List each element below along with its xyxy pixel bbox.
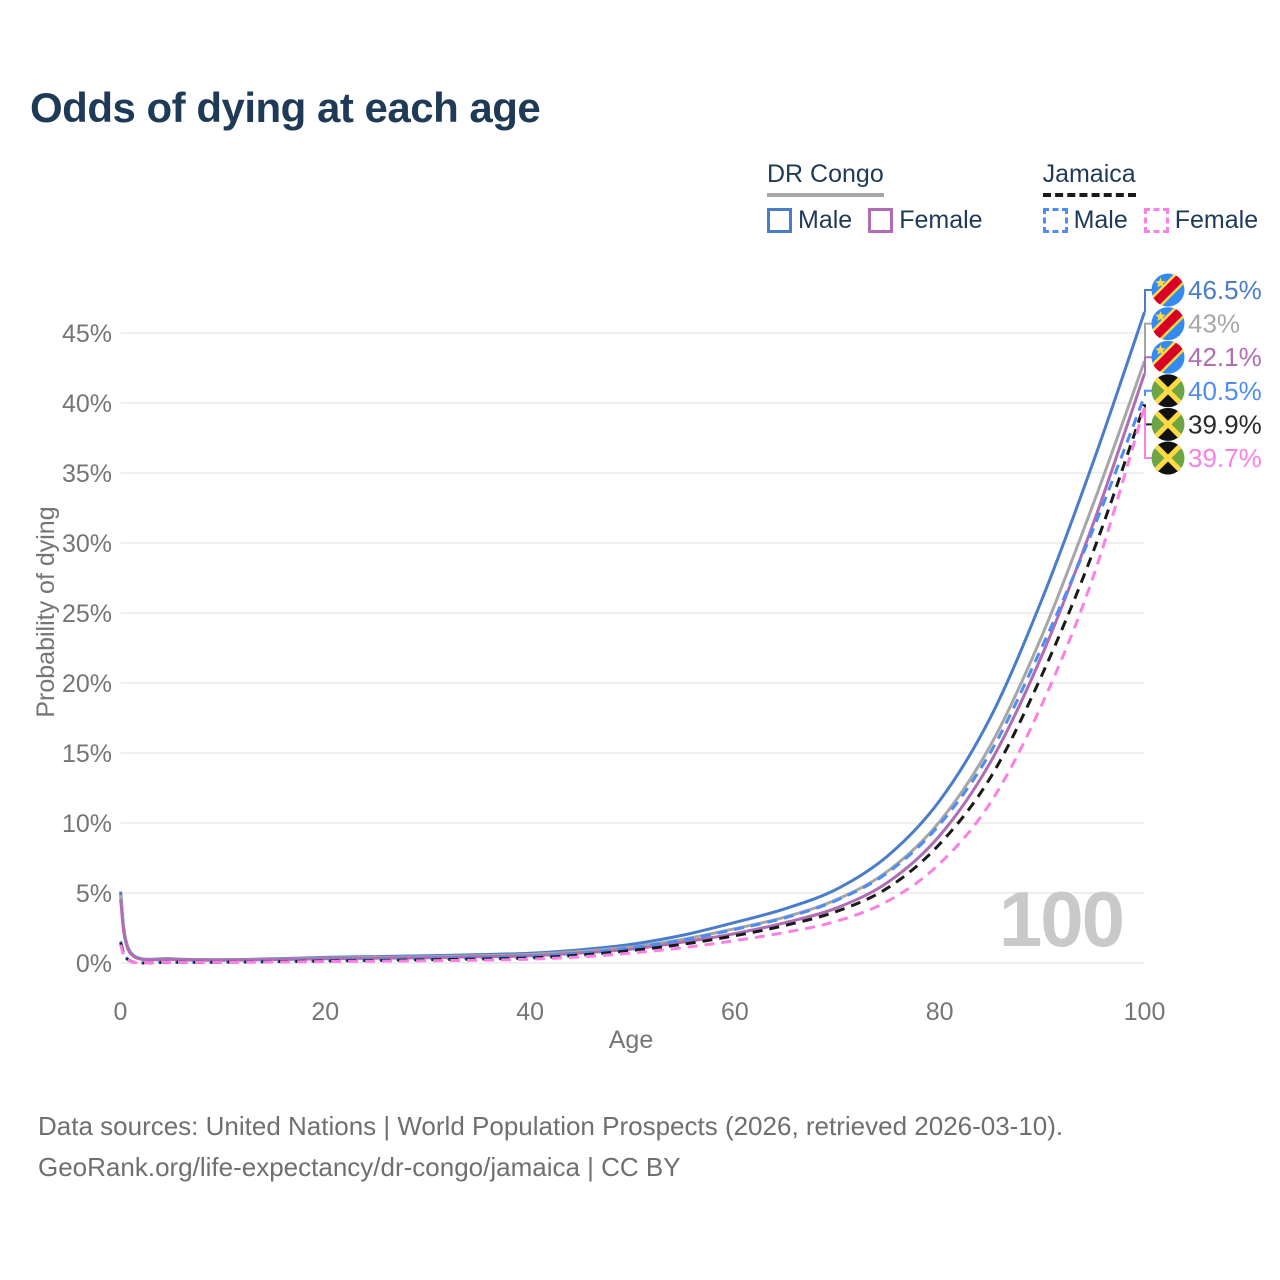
- dr-congo-flag-icon: [1151, 307, 1185, 341]
- series-end-labels: 46.5% 43%42.1% 40.5%39.9% 39.7%: [1144, 273, 1262, 475]
- legend-item-jamaica-male[interactable]: Male: [1042, 206, 1128, 235]
- series-line-dr-congo-female[interactable]: [119, 373, 1146, 962]
- dr-congo-flag-icon: [1151, 340, 1185, 374]
- x-tick-label: 20: [311, 998, 339, 1026]
- end-label-leader-dr-congo-both: [1144, 322, 1152, 361]
- end-label-leader-jamaica-both: [1144, 404, 1152, 426]
- age-watermark: 100: [999, 875, 1125, 963]
- legend: DR Congo Male Female Jamaica Mal: [767, 160, 1274, 235]
- age-watermark-value: 100: [999, 875, 1123, 963]
- end-label-dr-congo-both: 43%: [1188, 309, 1240, 339]
- y-tick-label: 15%: [62, 740, 112, 768]
- jamaica-flag-icon: [1151, 441, 1185, 475]
- series-line-dr-congo-both[interactable]: [119, 360, 1146, 962]
- y-tick-label: 30%: [62, 530, 112, 558]
- y-tick-label: 25%: [62, 600, 112, 628]
- dr-congo-flag-icon: [1151, 273, 1185, 307]
- legend-group-jamaica: Jamaica Male Female: [1042, 160, 1275, 235]
- x-tick-label: 60: [721, 998, 749, 1026]
- end-label-dr-congo-female: 42.1%: [1188, 342, 1262, 372]
- end-label-leader-jamaica-female: [1144, 407, 1152, 459]
- footer-attribution-line: GeoRank.org/life-expectancy/dr-congo/jam…: [38, 1152, 681, 1182]
- x-tick-label: 80: [926, 998, 954, 1026]
- legend-label: Female: [899, 206, 983, 234]
- x-axis-title: Age: [608, 1026, 654, 1054]
- y-axis-title: Probability of dying: [32, 506, 60, 718]
- legend-group-title-jamaica: Jamaica: [1042, 160, 1136, 197]
- series-lines: [119, 311, 1146, 965]
- legend-label: Male: [798, 206, 853, 234]
- legend-swatch-dr-congo-male: [767, 208, 792, 233]
- y-tick-label: 0%: [76, 950, 112, 978]
- end-label-leader-dr-congo-male: [1144, 289, 1152, 312]
- y-tick-label: 40%: [62, 390, 112, 418]
- x-tick-label: 40: [516, 998, 544, 1026]
- x-tick-label: 100: [1124, 998, 1166, 1026]
- legend-item-jamaica-female[interactable]: Female: [1143, 206, 1259, 235]
- legend-item-dr-congo-female[interactable]: Female: [868, 206, 983, 235]
- footer: Data sources: United Nations | World Pop…: [38, 1106, 1063, 1188]
- end-label-jamaica-male: 40.5%: [1188, 376, 1262, 406]
- legend-group-dr-congo: DR Congo Male Female: [767, 160, 999, 235]
- legend-item-dr-congo-male[interactable]: Male: [767, 206, 852, 235]
- y-tick-label: 20%: [62, 670, 112, 698]
- y-tick-label: 5%: [76, 880, 112, 908]
- legend-label: Male: [1073, 206, 1128, 234]
- series-line-jamaica-male[interactable]: [119, 395, 1146, 965]
- series-line-dr-congo-male[interactable]: [119, 311, 1146, 962]
- legend-swatch-jamaica-male: [1042, 208, 1068, 233]
- footer-sources-line: Data sources: United Nations | World Pop…: [38, 1111, 1064, 1141]
- legend-swatch-dr-congo-female: [868, 208, 894, 233]
- legend-swatch-jamaica-female: [1143, 208, 1169, 233]
- end-label-dr-congo-male: 46.5%: [1188, 275, 1262, 305]
- axis-tick-labels: 0% 5% 10% 15% 20% 25% 30% 35% 40% 45% 0 20 40 60 80 100: [62, 320, 1165, 1026]
- y-tick-label: 45%: [62, 320, 112, 348]
- end-label-jamaica-both: 39.9%: [1188, 409, 1262, 439]
- jamaica-flag-icon: [1151, 374, 1185, 408]
- x-tick-label: 0: [114, 998, 128, 1026]
- series-line-jamaica-female[interactable]: [119, 406, 1146, 965]
- y-tick-label: 10%: [62, 810, 112, 838]
- y-tick-label: 35%: [62, 460, 112, 488]
- end-label-leader-jamaica-male: [1144, 389, 1152, 396]
- end-label-jamaica-female: 39.7%: [1188, 443, 1262, 473]
- end-label-leader-dr-congo-female: [1144, 356, 1152, 374]
- legend-label: Female: [1174, 206, 1259, 234]
- page-title: Odds of dying at each age: [30, 84, 541, 131]
- jamaica-flag-icon: [1151, 407, 1185, 441]
- gridlines: [120, 332, 1145, 964]
- legend-group-title-dr-congo: DR Congo: [767, 160, 884, 197]
